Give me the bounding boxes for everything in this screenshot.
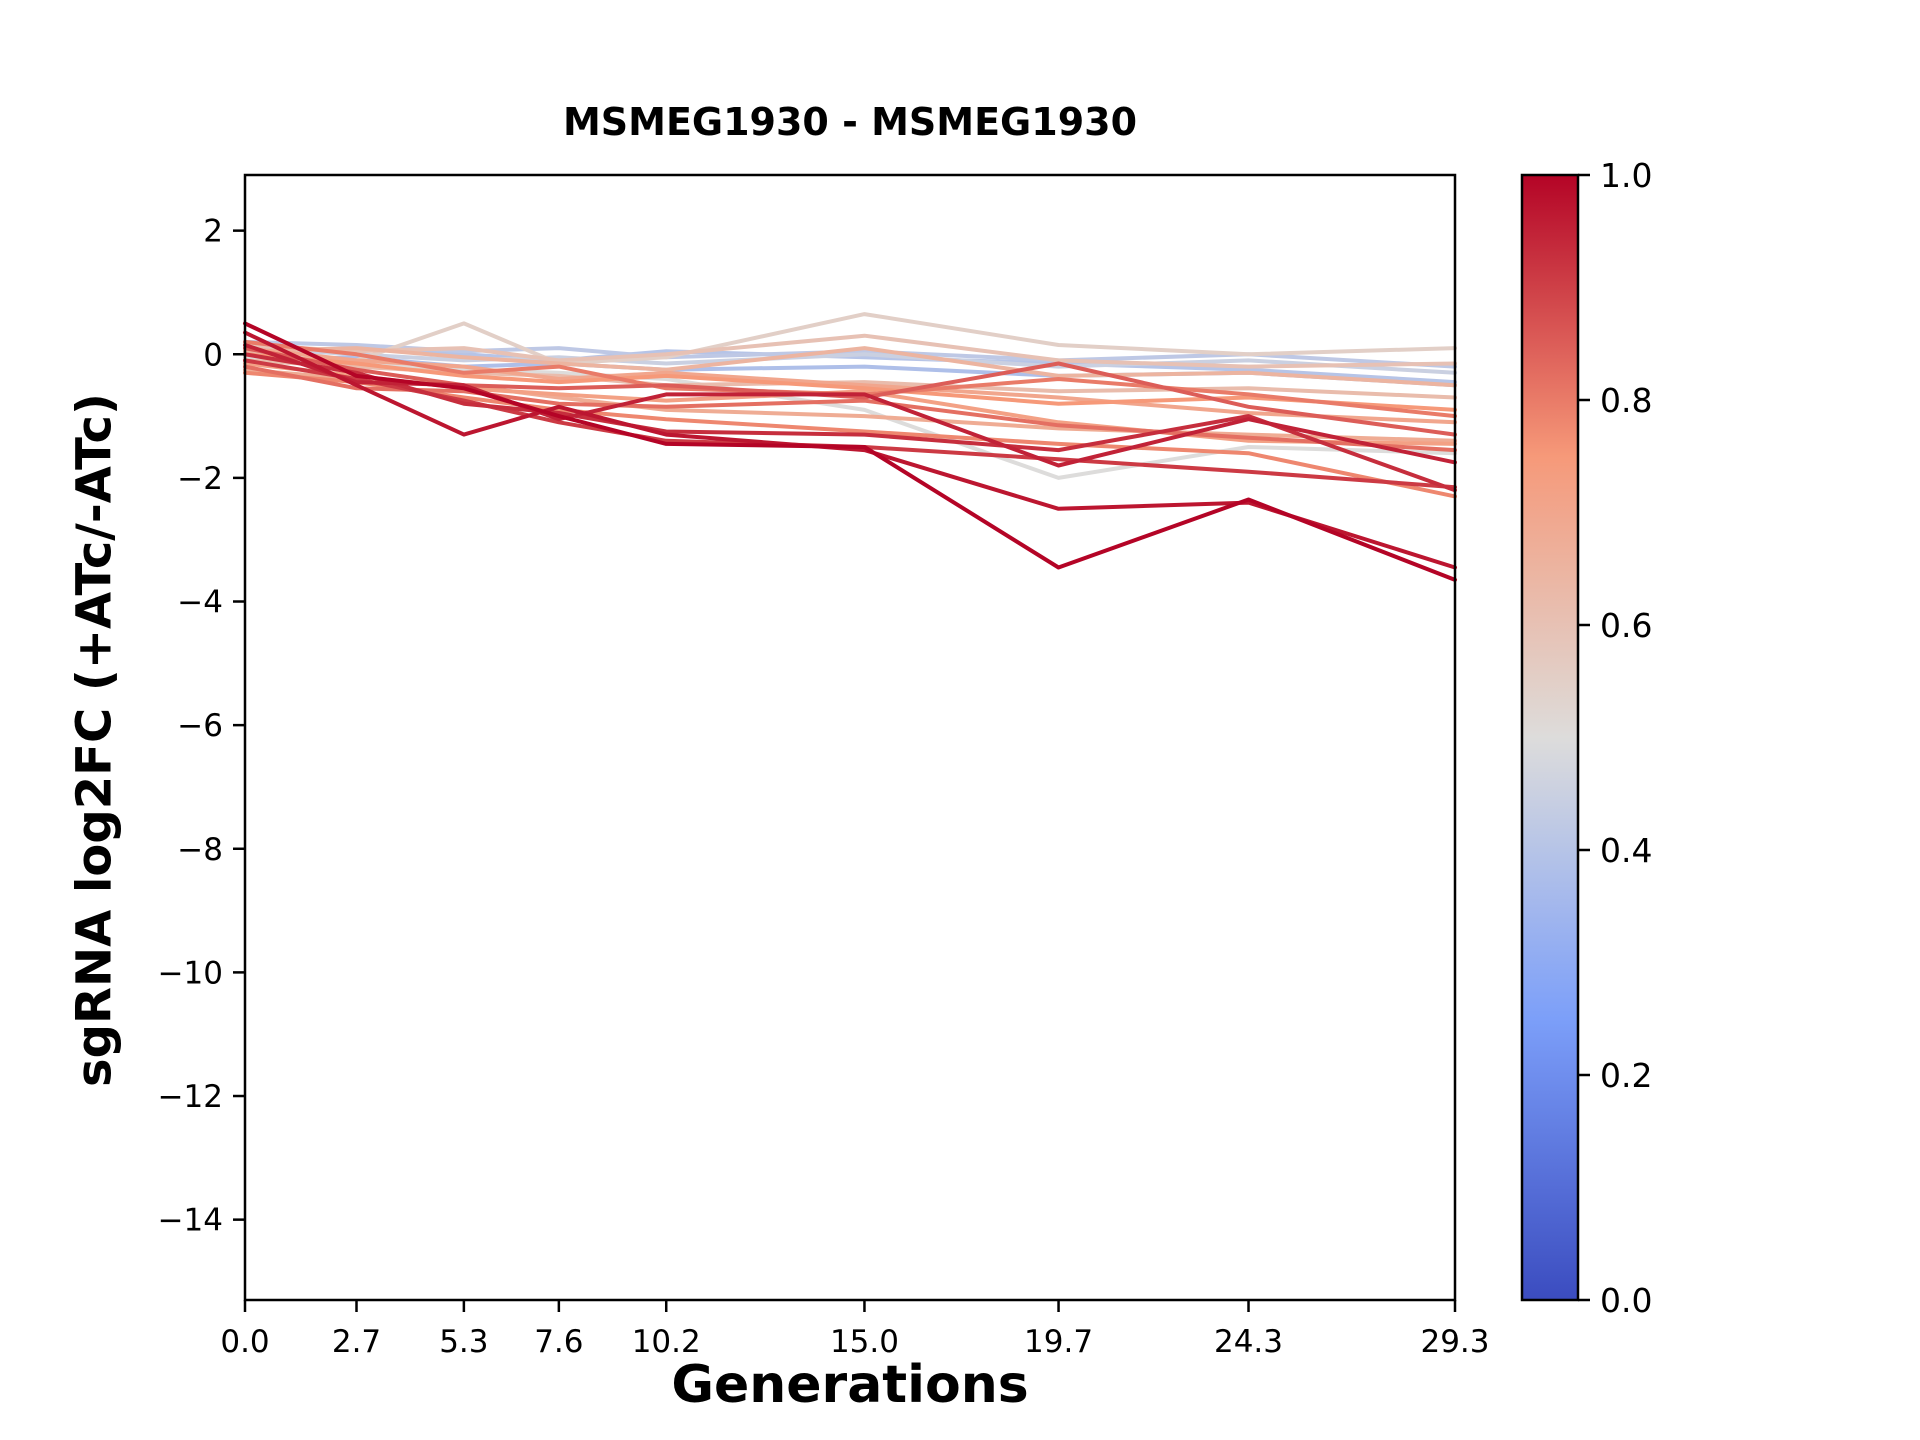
x-tick-label: 29.3 (1420, 1324, 1489, 1360)
x-tick-label: 5.3 (439, 1324, 488, 1360)
series-line (243, 330, 1457, 570)
x-tick-label: 7.6 (534, 1324, 583, 1360)
series-line (243, 346, 1457, 437)
colorbar-tick-label: 1.0 (1600, 156, 1652, 195)
x-axis-label: Generations (671, 1355, 1029, 1415)
series-line (243, 346, 1457, 388)
x-tick-label: 24.3 (1214, 1324, 1283, 1360)
series-line (243, 343, 1457, 468)
series-line (243, 312, 1457, 366)
x-tick-label: 15.0 (830, 1324, 899, 1360)
y-tick-label: −12 (158, 1079, 223, 1115)
colorbar-tick-label: 0.6 (1600, 606, 1652, 645)
y-tick-label: −6 (177, 708, 223, 744)
series-line (243, 352, 1457, 412)
y-tick-label: −14 (158, 1203, 223, 1239)
series-line (243, 339, 1457, 419)
y-tick-label: 2 (203, 214, 223, 250)
plot-frame (243, 173, 1457, 1302)
y-tick-label: −8 (177, 832, 223, 868)
x-tick-label: 2.7 (332, 1324, 381, 1360)
colorbar (1520, 173, 1580, 1302)
colorbar-tick-label: 0.2 (1600, 1056, 1652, 1095)
colorbar-tick-label: 0.8 (1600, 381, 1652, 420)
series-line (243, 355, 1457, 480)
series-line (243, 358, 1457, 490)
x-tick-label: 0.0 (220, 1324, 269, 1360)
y-tick-label: 0 (203, 337, 223, 373)
y-tick-label: −2 (177, 461, 223, 497)
x-tick-label: 10.2 (632, 1324, 701, 1360)
series-line (243, 321, 1457, 582)
colorbar-tick-label: 0.0 (1600, 1281, 1652, 1320)
series-line (243, 346, 1457, 375)
colorbar-tick-label: 0.4 (1600, 831, 1652, 870)
chart-title: MSMEG1930 - MSMEG1930 (562, 100, 1138, 144)
y-tick-label: −4 (177, 585, 223, 621)
y-tick-label: −10 (158, 955, 223, 991)
x-tick-label: 19.7 (1024, 1324, 1093, 1360)
